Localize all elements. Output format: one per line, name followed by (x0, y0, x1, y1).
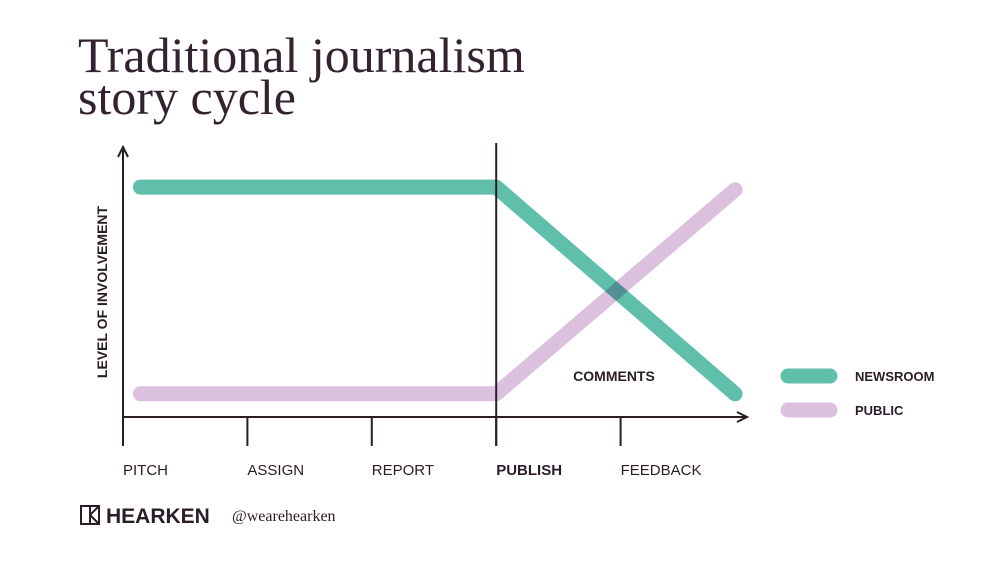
y-axis-label: LEVEL OF INVOLVEMENT (94, 205, 110, 378)
x-tick-label: PUBLISH (496, 462, 562, 479)
y-arrow (117, 144, 129, 158)
x-tick-label: REPORT (372, 462, 434, 479)
x-arrow (736, 411, 750, 423)
series-line (132, 182, 743, 402)
chart-title: Traditional journalism (78, 27, 525, 83)
x-tick-label: FEEDBACK (621, 462, 702, 479)
legend-label: NEWSROOM (855, 369, 934, 384)
logo (80, 505, 100, 525)
series-line (132, 179, 743, 402)
x-tick-label: PITCH (123, 462, 168, 479)
x-tick-label: ASSIGN (247, 462, 304, 479)
annotation: COMMENTS (573, 368, 655, 384)
brand: HEARKEN (106, 505, 210, 528)
legend-label: PUBLIC (855, 403, 904, 418)
handle: @wearehearken (232, 508, 336, 525)
chart-title: story cycle (78, 69, 296, 125)
